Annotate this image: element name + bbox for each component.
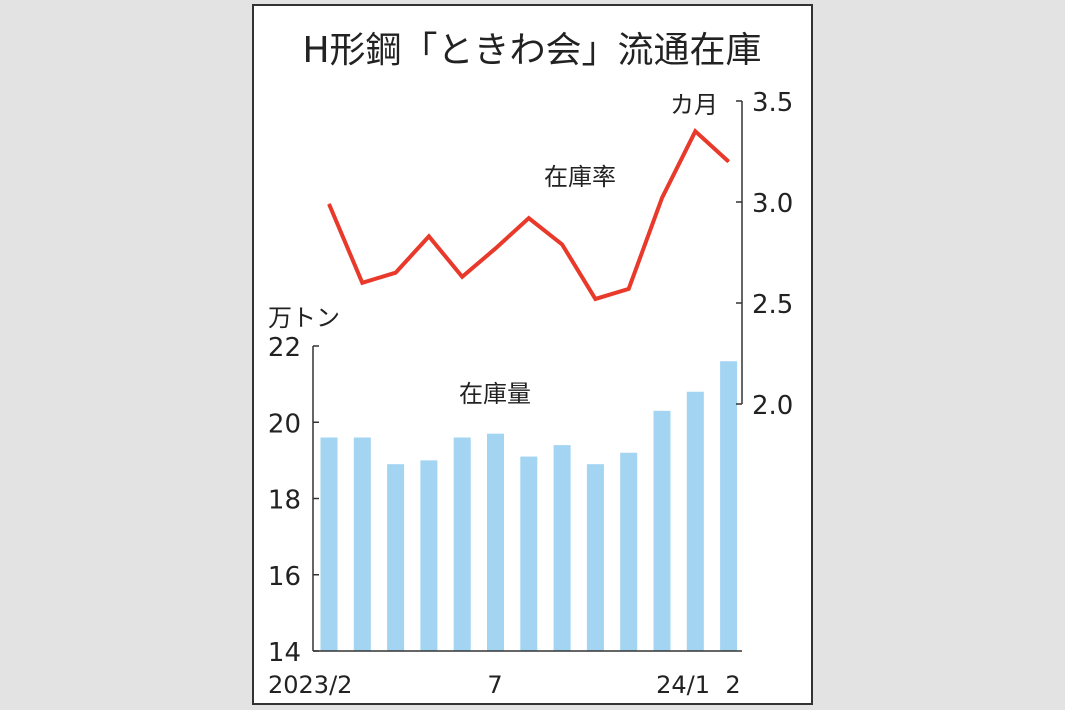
bar-2024/2 [720, 361, 738, 651]
line-point-2023/9 [561, 243, 563, 245]
right-axis-unit: カ月 [670, 91, 718, 119]
bar-2023/8 [520, 456, 538, 651]
line-point-2023/3 [361, 282, 363, 284]
line-point-2023/7 [495, 247, 496, 249]
line-point-2023/5 [428, 235, 430, 237]
left-tick-label: 16 [268, 562, 301, 592]
bar-2023/4 [387, 464, 405, 651]
bar-2023/9 [553, 445, 571, 651]
bar-series-label: 在庫量 [459, 380, 531, 408]
line-point-2023/8 [528, 217, 530, 219]
right-tick-label: 3.5 [752, 88, 793, 118]
left-axis-unit: 万トン [268, 304, 340, 332]
x-tick-label: 24/1 [656, 671, 710, 699]
x-tick-label: 2023/2 [268, 671, 352, 699]
bar-2023/11 [620, 452, 638, 651]
left-tick-label: 22 [268, 333, 301, 363]
left-tick-label: 18 [268, 486, 301, 516]
line-point-2023/11 [628, 288, 630, 290]
line-point-2023/12 [661, 197, 663, 199]
x-tick-label: 2 [725, 671, 740, 699]
line-point-2023/4 [395, 272, 397, 274]
right-tick-label: 2.0 [752, 391, 793, 421]
line-point-2023/10 [594, 298, 596, 300]
x-tick-label: 7 [487, 671, 502, 699]
right-tick-label: 3.0 [752, 189, 793, 219]
line-point-2023/6 [461, 276, 463, 278]
bar-2023/12 [653, 410, 671, 651]
line-series-label: 在庫率 [544, 163, 616, 191]
line-point-2024/2 [728, 161, 730, 163]
bar-2023/6 [453, 437, 471, 651]
bar-2023/3 [353, 437, 371, 651]
bar-2023/7 [487, 433, 504, 651]
bar-2023/10 [586, 464, 604, 651]
left-tick-label: 20 [268, 409, 301, 439]
bar-2023/2 [320, 437, 338, 651]
line-point-2024/1 [694, 130, 696, 132]
bar-2023/5 [420, 460, 438, 651]
bar-2024/1 [686, 391, 704, 651]
chart-title: H形鋼「ときわ会」流通在庫 [302, 30, 761, 71]
line-point-2023/2 [328, 203, 330, 205]
right-tick-label: 2.5 [752, 290, 793, 320]
left-tick-label: 14 [268, 638, 301, 668]
